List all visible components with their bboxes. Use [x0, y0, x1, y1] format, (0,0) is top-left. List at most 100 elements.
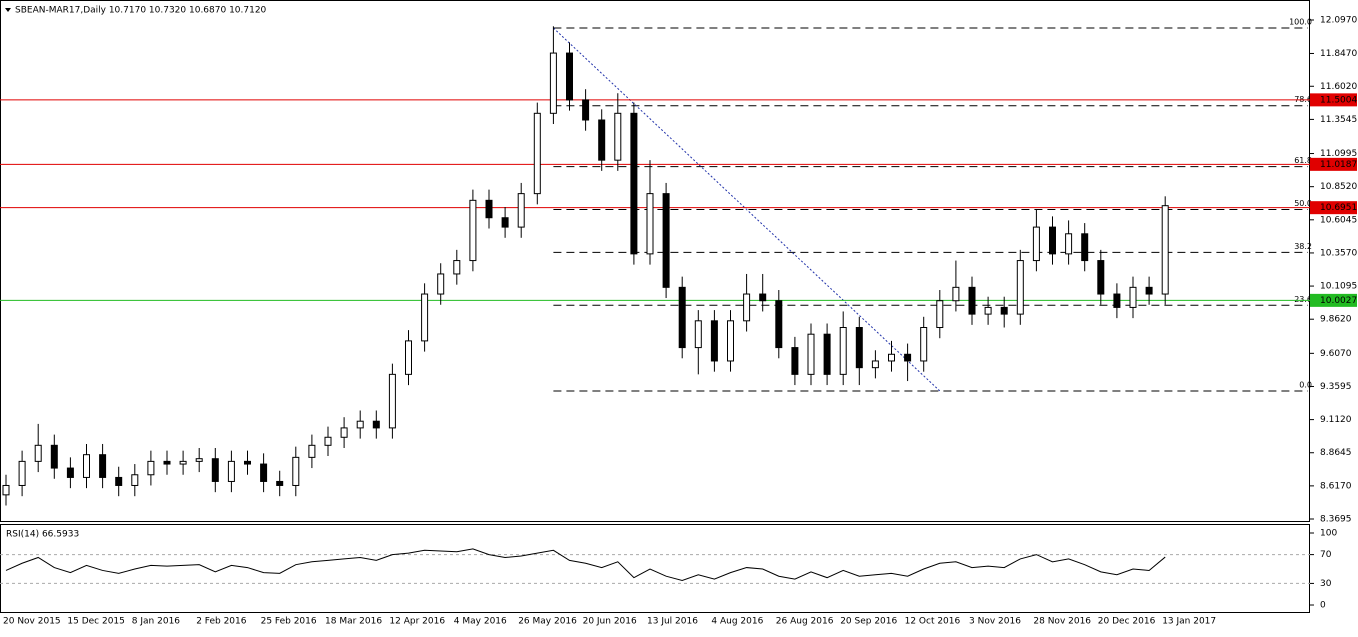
y-tick-label: 8.3695: [1320, 515, 1352, 525]
level-label: 11.0187: [1320, 160, 1357, 170]
candle-body: [920, 327, 928, 362]
candle-body: [211, 458, 219, 482]
candle-body: [18, 460, 26, 486]
y-tick-label: 70: [1320, 550, 1332, 560]
candle-body: [179, 460, 187, 465]
y-tick-label: 0: [1320, 601, 1326, 611]
x-tick-label: 25 Feb 2016: [261, 617, 317, 627]
candle-body: [469, 199, 477, 262]
x-tick-label: 4 Aug 2016: [711, 617, 763, 627]
y-tick-label: 100: [1320, 529, 1337, 539]
candle-body: [2, 484, 10, 496]
candle-body: [936, 300, 944, 329]
candle-body: [324, 436, 332, 446]
candle-body: [968, 286, 976, 315]
candle-body: [276, 480, 284, 486]
candle-body: [984, 306, 992, 315]
x-tick-label: 26 Aug 2016: [776, 617, 834, 627]
candle-body: [694, 320, 702, 349]
candle-body: [1000, 306, 1008, 315]
candle-body: [614, 112, 622, 161]
y-tick-label: 10.8520: [1320, 182, 1357, 192]
candle-body: [131, 474, 139, 486]
candle-body: [501, 217, 509, 228]
candle-body: [163, 460, 171, 465]
candle-body: [227, 460, 235, 482]
candle-body: [99, 454, 107, 478]
candle-body: [855, 327, 863, 369]
rsi-title: RSI(14) 66.5933: [6, 530, 79, 540]
candle-body: [437, 273, 445, 295]
x-tick-label: 13 Jan 2017: [1162, 617, 1216, 627]
candle-body: [195, 458, 203, 462]
candle-body: [566, 52, 573, 101]
level-label: 11.5004: [1320, 95, 1357, 105]
candle-body: [372, 420, 380, 429]
level-label-box: [1310, 201, 1357, 215]
x-tick-label: 3 Nov 2016: [969, 617, 1021, 627]
y-tick-label: 8.6170: [1320, 481, 1352, 491]
candle-body: [727, 320, 734, 362]
rsi-panel: [0, 524, 1310, 613]
candle-body: [533, 112, 541, 195]
x-tick-label: 12 Apr 2016: [389, 617, 445, 627]
candle-body: [485, 199, 493, 219]
x-tick-label: 2 Feb 2016: [196, 617, 247, 627]
candle-body: [66, 467, 74, 478]
candle-body: [888, 353, 895, 362]
y-tick-label: 9.8620: [1320, 315, 1352, 325]
trend-line: [553, 27, 941, 392]
x-tick-label: 4 May 2016: [454, 617, 507, 627]
candle-body: [517, 193, 525, 228]
candle-body: [340, 427, 348, 438]
y-tick-label: 10.6045: [1320, 215, 1357, 225]
level-label-box: [1310, 293, 1357, 307]
candle-body: [356, 420, 364, 429]
candle-body: [50, 444, 58, 469]
y-tick-label: 10.3570: [1320, 248, 1357, 258]
candle-body: [582, 99, 590, 121]
level-label-box: [1310, 157, 1357, 171]
candle-body: [1097, 260, 1105, 295]
menu-arrow: [5, 8, 11, 12]
chart-title: SBEAN-MAR17,Daily 10.7170 10.7320 10.687…: [15, 6, 267, 16]
candle-body: [1032, 226, 1040, 262]
candle-body: [1081, 233, 1089, 262]
candle-body: [598, 119, 606, 161]
candle-body: [630, 112, 638, 255]
candle-body: [662, 193, 670, 288]
candle-body: [1113, 293, 1121, 308]
y-tick-label: 12.0970: [1320, 16, 1357, 26]
candle-body: [34, 444, 42, 462]
candle-body: [1161, 205, 1169, 295]
candle-body: [405, 340, 412, 375]
candle-body: [1016, 260, 1024, 315]
y-tick-label: 9.3595: [1320, 382, 1352, 392]
x-tick-label: 13 Jul 2016: [647, 617, 698, 627]
y-tick-label: 9.6070: [1320, 349, 1352, 359]
candle-body: [260, 463, 268, 482]
x-tick-label: 20 Jun 2016: [583, 617, 637, 627]
candle-body: [646, 193, 654, 255]
y-tick-label: 11.8470: [1320, 49, 1357, 59]
fib-label: 23.6: [1294, 295, 1312, 304]
x-tick-label: 8 Jan 2016: [132, 617, 180, 627]
candle-body: [1129, 286, 1137, 308]
rsi-line: [5, 548, 1166, 582]
fib-label: 100.0: [1289, 18, 1312, 27]
fib-label: 50.0: [1294, 199, 1312, 208]
candle-body: [308, 444, 316, 458]
y-tick-label: 11.0995: [1320, 149, 1357, 159]
candle-body: [823, 333, 831, 375]
candle-body: [549, 52, 557, 114]
y-tick-label: 10.1095: [1320, 282, 1357, 292]
x-tick-label: 15 Dec 2015: [67, 617, 125, 627]
x-tick-label: 20 Dec 2016: [1098, 617, 1156, 627]
level-label-box: [1310, 93, 1357, 107]
candle-body: [904, 353, 912, 362]
candle-body: [1065, 233, 1073, 255]
candle-body: [1145, 286, 1153, 295]
candle-body: [839, 327, 847, 375]
candle-body: [115, 476, 123, 486]
